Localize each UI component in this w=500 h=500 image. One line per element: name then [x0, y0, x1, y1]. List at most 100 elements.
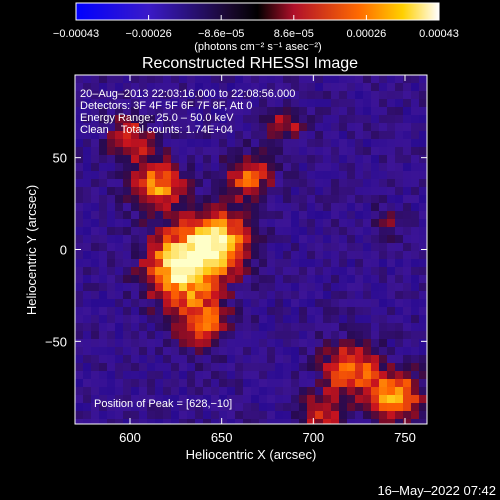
heatmap-cell: [291, 211, 299, 219]
heatmap-cell: [123, 419, 131, 424]
heatmap-cell: [227, 275, 235, 283]
heatmap-cell: [219, 403, 227, 411]
heatmap-cell: [195, 91, 203, 99]
heatmap-cell: [379, 355, 387, 363]
heatmap-cell: [219, 347, 227, 355]
heatmap-cell: [267, 179, 275, 187]
heatmap-cell: [219, 315, 227, 323]
heatmap-cell: [259, 339, 267, 347]
heatmap-cell: [195, 307, 203, 315]
heatmap-cell: [115, 307, 123, 315]
heatmap-cell: [91, 107, 99, 115]
heatmap-cell: [147, 315, 155, 323]
heatmap-cell: [339, 91, 347, 99]
heatmap-cell: [267, 115, 275, 123]
heatmap-cell: [179, 211, 187, 219]
heatmap-cell: [139, 307, 147, 315]
heatmap-cell: [291, 227, 299, 235]
heatmap-cell: [203, 347, 211, 355]
heatmap-cell: [99, 291, 107, 299]
heatmap-cell: [171, 91, 179, 99]
heatmap-cell: [107, 83, 115, 91]
heatmap-cell: [347, 107, 355, 115]
heatmap-cell: [331, 99, 339, 107]
heatmap-cell: [83, 403, 91, 411]
heatmap-cell: [371, 187, 379, 195]
heatmap-cell: [387, 171, 395, 179]
heatmap-cell: [419, 211, 427, 219]
heatmap-cell: [91, 131, 99, 139]
heatmap-cell: [243, 123, 251, 131]
heatmap-cell: [179, 235, 187, 243]
heatmap-cell: [315, 235, 323, 243]
heatmap-cell: [243, 355, 251, 363]
heatmap-cell: [323, 163, 331, 171]
heatmap-cell: [147, 227, 155, 235]
heatmap-cell: [171, 403, 179, 411]
heatmap-cell: [195, 403, 203, 411]
heatmap-cell: [323, 187, 331, 195]
heatmap-cell: [387, 291, 395, 299]
heatmap-cell: [195, 363, 203, 371]
heatmap-cell: [419, 187, 427, 195]
heatmap-cell: [411, 323, 419, 331]
heatmap-cell: [179, 155, 187, 163]
heatmap-cell: [275, 323, 283, 331]
heatmap-cell: [371, 387, 379, 395]
heatmap-cell: [155, 283, 163, 291]
heatmap-cell: [251, 323, 259, 331]
heatmap-cell: [395, 195, 403, 203]
heatmap-cell: [131, 171, 139, 179]
heatmap-cell: [307, 155, 315, 163]
heatmap-cell: [243, 363, 251, 371]
heatmap-cell: [115, 147, 123, 155]
heatmap-cell: [403, 291, 411, 299]
heatmap-cell: [307, 347, 315, 355]
heatmap-cell: [115, 75, 123, 83]
heatmap-cell: [363, 371, 371, 379]
heatmap-cell: [147, 123, 155, 131]
heatmap-cell: [355, 235, 363, 243]
heatmap-cell: [379, 123, 387, 131]
heatmap-cell: [211, 299, 219, 307]
heatmap-cell: [419, 251, 427, 259]
heatmap-cell: [379, 203, 387, 211]
heatmap-cell: [179, 387, 187, 395]
heatmap-cell: [331, 179, 339, 187]
heatmap-cell: [99, 419, 107, 424]
heatmap-cell: [107, 339, 115, 347]
heatmap-cell: [363, 267, 371, 275]
heatmap-cell: [291, 259, 299, 267]
heatmap-cell: [347, 115, 355, 123]
heatmap-cell: [171, 163, 179, 171]
heatmap-cell: [275, 107, 283, 115]
heatmap-cell: [171, 83, 179, 91]
heatmap-cell: [355, 163, 363, 171]
heatmap-cell: [315, 331, 323, 339]
heatmap-cell: [203, 363, 211, 371]
heatmap-cell: [147, 131, 155, 139]
heatmap-cell: [131, 123, 139, 131]
heatmap-cell: [211, 115, 219, 123]
heatmap-cell: [411, 195, 419, 203]
heatmap-cell: [339, 411, 347, 419]
heatmap-cell: [91, 227, 99, 235]
heatmap-cell: [387, 331, 395, 339]
heatmap-cell: [307, 131, 315, 139]
heatmap-cell: [371, 267, 379, 275]
heatmap-cell: [395, 355, 403, 363]
heatmap-cell: [419, 131, 427, 139]
heatmap-cell: [291, 243, 299, 251]
heatmap-cell: [75, 179, 83, 187]
heatmap-cell: [379, 147, 387, 155]
heatmap-cell: [259, 307, 267, 315]
heatmap-cell: [371, 171, 379, 179]
heatmap-cell: [147, 99, 155, 107]
heatmap-cell: [323, 195, 331, 203]
heatmap-cell: [387, 411, 395, 419]
heatmap-cell: [227, 163, 235, 171]
heatmap-cell: [179, 419, 187, 424]
heatmap-cell: [187, 243, 195, 251]
heatmap-cell: [147, 75, 155, 83]
heatmap-cell: [251, 139, 259, 147]
